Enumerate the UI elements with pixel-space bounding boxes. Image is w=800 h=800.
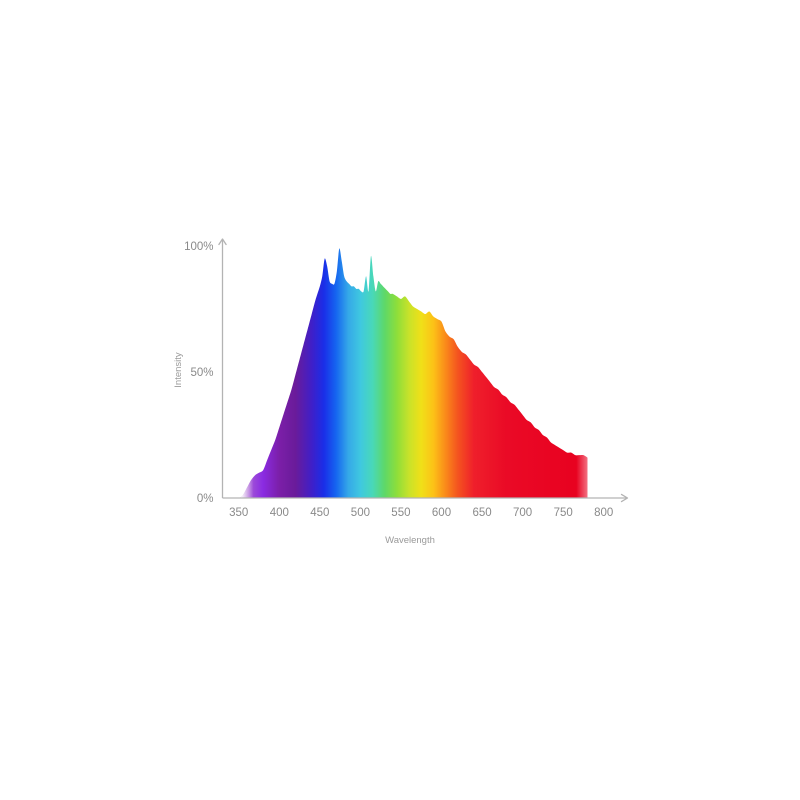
y-tick-label-100pct: 100% (184, 241, 213, 253)
x-tick-label-800: 800 (594, 507, 613, 519)
intensity-axis-arrow (218, 238, 227, 246)
axes-group (218, 238, 629, 503)
x-axis-title: Wavelength (385, 535, 435, 546)
x-tick-label-450: 450 (310, 507, 329, 519)
x-tick-label-650: 650 (473, 507, 492, 519)
x-tick-label-550: 550 (391, 507, 410, 519)
y-axis-title: Intensity (173, 352, 184, 388)
y-tick-label-0pct: 0% (197, 493, 214, 505)
x-tick-label-500: 500 (351, 507, 370, 519)
y-tick-label-50pct: 50% (190, 367, 213, 379)
wavelength-axis-arrow (620, 493, 629, 503)
x-tick-label-350: 350 (229, 507, 248, 519)
wavelength-tick-labels: 350 400 450 500 550 600 650 700 750 800 (229, 507, 613, 519)
x-tick-label-600: 600 (432, 507, 451, 519)
x-tick-label-700: 700 (513, 507, 532, 519)
intensity-tick-labels: 0% 50% 100% (184, 241, 213, 505)
x-tick-label-400: 400 (270, 507, 289, 519)
x-tick-label-750: 750 (554, 507, 573, 519)
